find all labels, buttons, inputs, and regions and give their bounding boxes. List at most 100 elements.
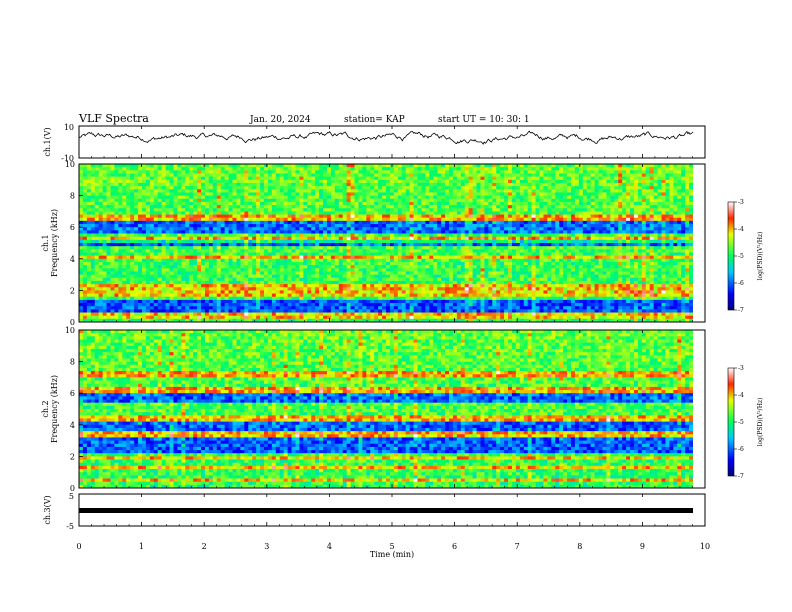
spectrogram-cell bbox=[417, 173, 422, 178]
spectrogram-cell bbox=[637, 186, 643, 190]
spectrogram-cell bbox=[669, 205, 674, 209]
spectrogram-cell bbox=[212, 252, 218, 257]
spectrogram-cell bbox=[551, 176, 556, 181]
spectrogram-cell bbox=[417, 189, 422, 193]
spectrogram-cell bbox=[665, 189, 670, 193]
spectrogram-cell bbox=[582, 239, 588, 244]
spectrogram-cell bbox=[626, 230, 631, 234]
spectrogram-cell bbox=[350, 205, 355, 209]
spectrogram-cell bbox=[602, 246, 607, 250]
spectrogram-cell bbox=[555, 224, 560, 228]
spectrogram-cell bbox=[118, 252, 123, 257]
spectrogram-cell bbox=[118, 211, 123, 215]
spectrogram-cell bbox=[330, 224, 336, 228]
spectrogram-cell bbox=[252, 214, 257, 219]
spectrogram-cell bbox=[570, 179, 576, 184]
spectrogram-cell bbox=[326, 214, 332, 219]
spectrogram-cell bbox=[334, 227, 340, 231]
spectrogram-cell bbox=[342, 211, 348, 215]
spectrogram-cell bbox=[445, 205, 450, 209]
spectrogram-cell bbox=[626, 179, 631, 184]
spectrogram-cell bbox=[291, 192, 296, 196]
station-label: station= KAP bbox=[344, 115, 405, 125]
spectrogram-cell bbox=[326, 246, 332, 250]
spectrogram-cell bbox=[193, 233, 198, 238]
spectrogram-cell bbox=[354, 211, 359, 215]
spectrogram-cell bbox=[492, 227, 497, 231]
spectrogram-cell bbox=[393, 249, 399, 253]
spectrogram-cell bbox=[271, 164, 277, 168]
spectrogram-cell bbox=[578, 220, 584, 225]
spectrogram-cell bbox=[539, 186, 544, 190]
spectrogram-cell bbox=[665, 224, 670, 228]
spectrogram-cell bbox=[90, 164, 96, 168]
spectrogram-cell bbox=[220, 205, 226, 209]
spectrogram-cell bbox=[326, 211, 332, 215]
spectrogram-cell bbox=[421, 201, 426, 206]
spectrogram-cell bbox=[397, 167, 403, 171]
spectrogram-cell bbox=[102, 258, 107, 263]
figure-title: VLF Spectra bbox=[78, 112, 149, 125]
spectrogram-cell bbox=[126, 236, 131, 241]
spectrogram-cell bbox=[299, 182, 304, 187]
spectrogram-cell bbox=[307, 170, 312, 174]
spectrogram-cell bbox=[252, 192, 257, 196]
spectrogram-cell bbox=[437, 246, 442, 250]
spectrogram-cell bbox=[511, 230, 517, 234]
spectrogram-cell bbox=[201, 236, 206, 241]
spectrogram-cell bbox=[114, 249, 119, 253]
spectrogram-cell bbox=[519, 208, 525, 212]
spectrogram-cell bbox=[527, 176, 533, 181]
spectrogram-cell bbox=[252, 261, 257, 266]
spectrogram-cell bbox=[240, 236, 245, 241]
spectrogram-cell bbox=[177, 217, 182, 222]
spectrogram-cell bbox=[220, 211, 226, 215]
spectrogram-cell bbox=[689, 189, 694, 193]
spectrogram-cell bbox=[350, 249, 355, 253]
spectrogram-cell bbox=[354, 220, 359, 225]
spectrogram-cell bbox=[429, 173, 434, 178]
spectrogram-cell bbox=[539, 179, 544, 184]
spectrogram-cell bbox=[193, 217, 198, 222]
spectrogram-cell bbox=[389, 236, 395, 241]
spectrogram-cell bbox=[263, 164, 269, 168]
spectrogram-cell bbox=[543, 230, 548, 234]
spectrogram-cell bbox=[559, 246, 564, 250]
spectrogram-cell bbox=[570, 249, 576, 253]
spectrogram-cell bbox=[437, 179, 442, 184]
spectrogram-cell bbox=[374, 233, 379, 238]
spectrogram-cell bbox=[141, 243, 147, 247]
spectrogram-cell bbox=[240, 214, 245, 219]
spectrogram-cell bbox=[669, 176, 674, 181]
spectrogram-cell bbox=[519, 164, 525, 168]
spectrogram-cell bbox=[279, 261, 285, 266]
spectrogram-cell bbox=[472, 198, 477, 203]
spectrogram-cell bbox=[669, 233, 674, 238]
spectrogram-cell bbox=[456, 220, 462, 225]
spectrogram-cell bbox=[169, 236, 174, 241]
spectrogram-cell bbox=[252, 246, 257, 250]
spectrogram-cell bbox=[531, 179, 536, 184]
spectrogram-cell bbox=[208, 201, 214, 206]
spectrogram-cell bbox=[578, 164, 584, 168]
spectrogram-cell bbox=[283, 176, 289, 181]
spectrogram-cell bbox=[448, 205, 454, 209]
spectrogram-cell bbox=[204, 220, 210, 225]
spectrogram-cell bbox=[633, 164, 639, 168]
spectrogram-cell bbox=[582, 252, 588, 257]
spectrogram-cell bbox=[334, 239, 340, 244]
spectrogram-cell bbox=[228, 239, 233, 244]
spectrogram-cell bbox=[480, 239, 485, 244]
spectrogram-cell bbox=[425, 167, 430, 171]
spectrogram-cell bbox=[267, 233, 273, 238]
spectrogram-cell bbox=[433, 255, 438, 260]
spectrogram-cell bbox=[641, 211, 647, 215]
spectrogram-cell bbox=[409, 182, 414, 187]
spectrogram-cell bbox=[240, 164, 245, 168]
spectrogram-cell bbox=[106, 255, 111, 260]
spectrogram-cell bbox=[173, 255, 178, 260]
spectrogram-cell bbox=[594, 239, 599, 244]
spectrogram-cell bbox=[366, 192, 371, 196]
spectrogram-cell bbox=[527, 249, 533, 253]
spectrogram-cell bbox=[165, 170, 170, 174]
